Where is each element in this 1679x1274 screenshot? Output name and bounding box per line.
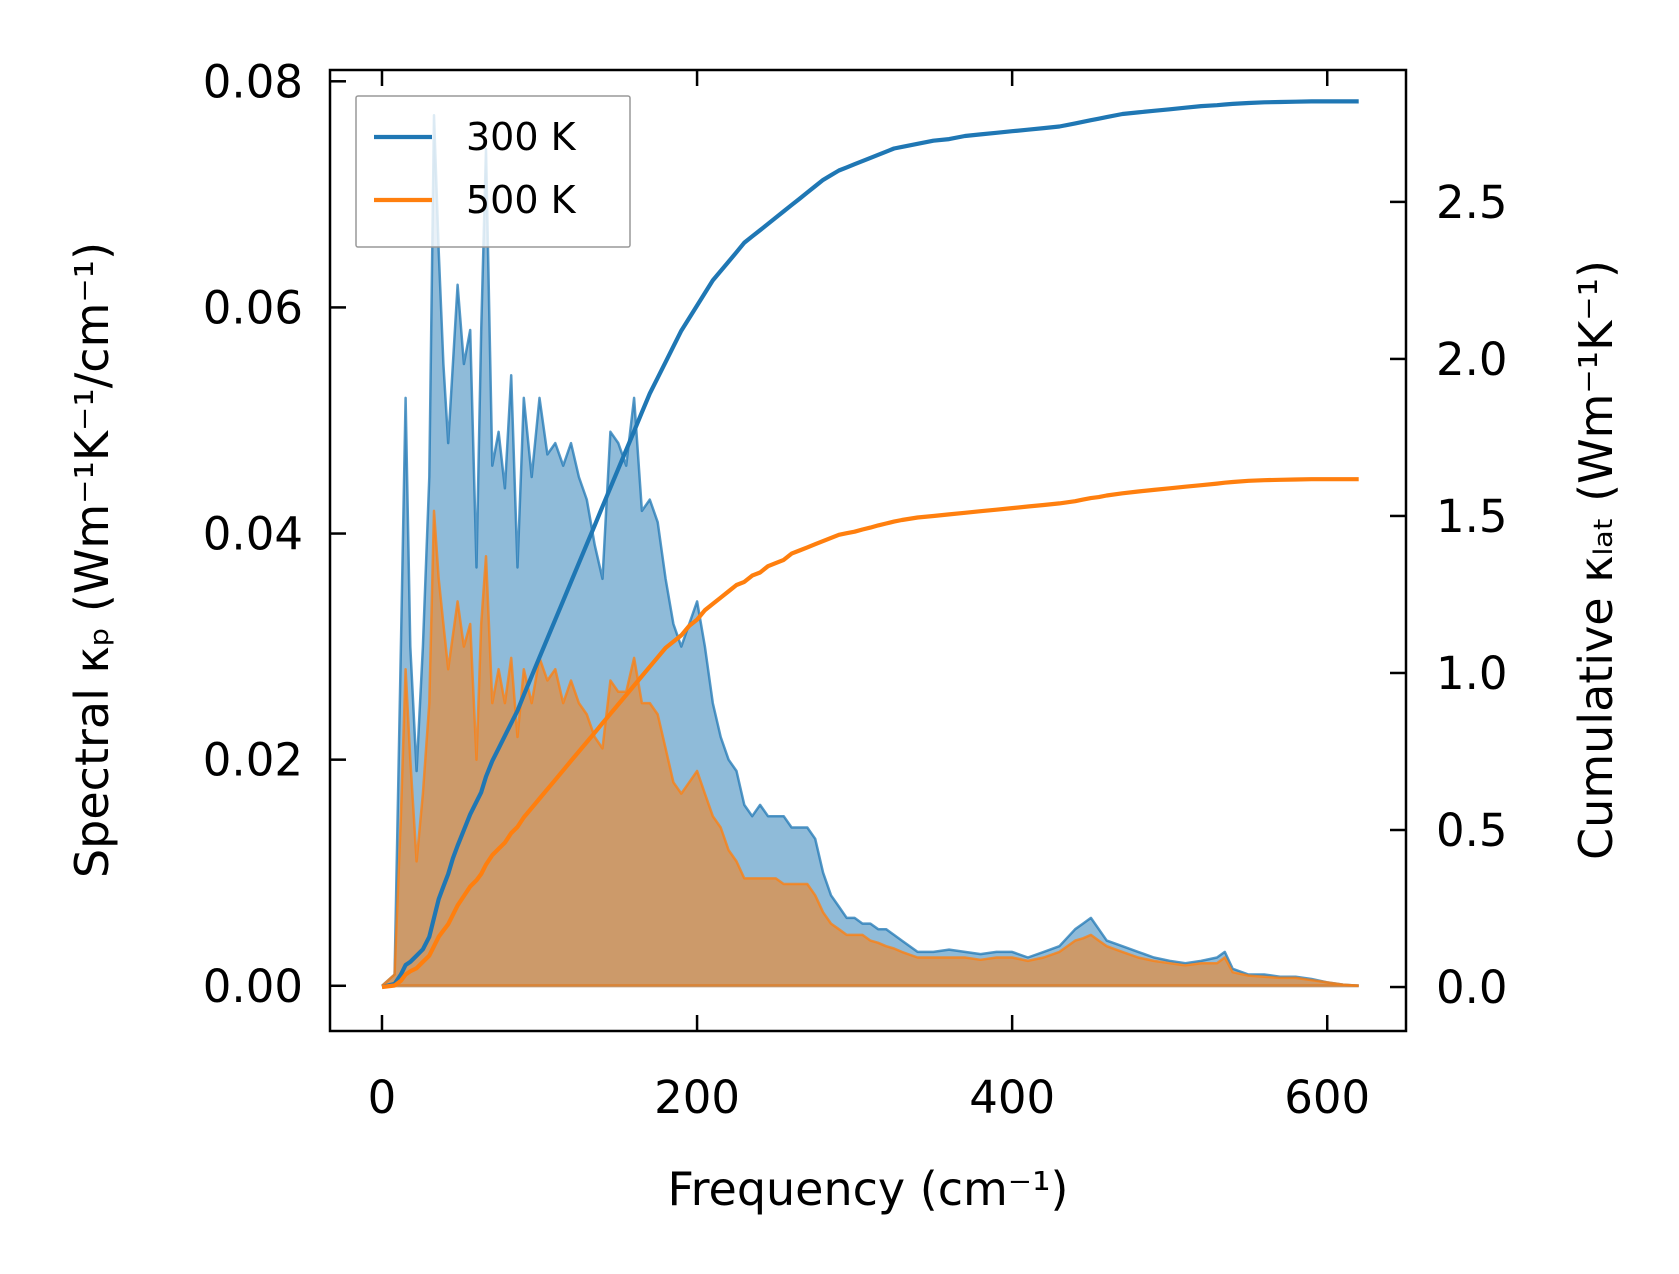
y-axis-left-label: Spectral κₚ (Wm⁻¹K⁻¹/cm⁻¹) <box>65 242 119 878</box>
legend: 300 K 500 K <box>355 95 631 248</box>
legend-entry-label: 500 K <box>466 178 577 222</box>
y-right-tick-label: 2.5 <box>1436 176 1508 229</box>
x-tick-label: 200 <box>654 1071 740 1124</box>
spectral-area-500k <box>381 510 1359 986</box>
spectral-fill-layer <box>381 113 1359 988</box>
x-tick-label: 0 <box>368 1071 397 1124</box>
legend-box <box>355 95 631 248</box>
spectral-line-300k <box>381 113 1359 988</box>
spectral-line-500k <box>381 509 1359 988</box>
y-right-tick-label: 0.0 <box>1436 961 1508 1014</box>
y-left-tick-label: 0.04 <box>203 508 303 561</box>
y-left-tick-label: 0.02 <box>203 734 303 787</box>
y-right-tick-label: 0.5 <box>1436 804 1508 857</box>
cumulative-line-300k <box>381 99 1359 990</box>
tick-layer: 0 200 400 600 0.00 0.02 0.04 0.06 0.08 0.0 0.5 1.0 1… <box>203 55 1508 1124</box>
plot-frame <box>328 68 1408 1033</box>
legend-entry-label: 300 K <box>466 115 577 159</box>
series-line-layer <box>381 99 1359 990</box>
x-tick-label: 600 <box>1284 1071 1370 1124</box>
x-axis-label: Frequency (cm⁻¹) <box>668 1162 1069 1216</box>
y-axis-right-label: Cumulative κₗₐₜ (Wm⁻¹K⁻¹) <box>1569 260 1623 860</box>
y-left-tick-label: 0.08 <box>203 55 303 108</box>
y-left-tick-label: 0.06 <box>203 281 303 334</box>
y-right-tick-label: 2.0 <box>1436 333 1508 386</box>
y-right-tick-label: 1.0 <box>1436 647 1508 700</box>
x-tick-label: 400 <box>969 1071 1055 1124</box>
y-left-tick-label: 0.00 <box>203 960 303 1013</box>
y-right-tick-label: 1.5 <box>1436 490 1508 543</box>
cumulative-line-500k <box>381 477 1359 990</box>
